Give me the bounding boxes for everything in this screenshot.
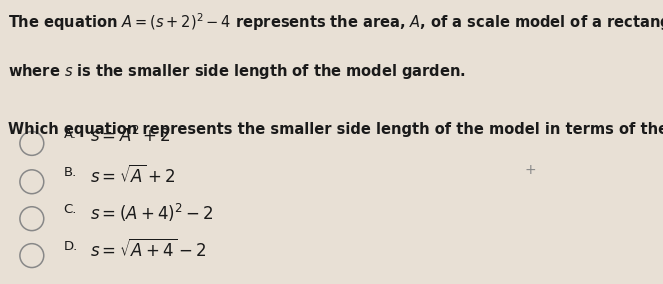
Text: Which equation represents the smaller side length of the model in terms of the a: Which equation represents the smaller si… [8,122,663,137]
Text: C.: C. [64,203,77,216]
Text: where $s$ is the smaller side length of the model garden.: where $s$ is the smaller side length of … [8,62,465,82]
Text: $s=\sqrt{A+4}-2$: $s=\sqrt{A+4}-2$ [90,239,206,261]
Text: A.: A. [64,128,77,141]
Text: B.: B. [64,166,77,179]
Text: D.: D. [64,240,78,253]
Text: The equation $A=(s+2)^2-4$ represents the area, $A$, of a scale model of a recta: The equation $A=(s+2)^2-4$ represents th… [8,11,663,33]
Text: $s=A^2+2$: $s=A^2+2$ [90,126,170,147]
Text: $s=(A+4)^2-2$: $s=(A+4)^2-2$ [90,202,213,224]
Text: $s=\sqrt{A}+2$: $s=\sqrt{A}+2$ [90,165,175,187]
Text: +: + [524,163,536,178]
